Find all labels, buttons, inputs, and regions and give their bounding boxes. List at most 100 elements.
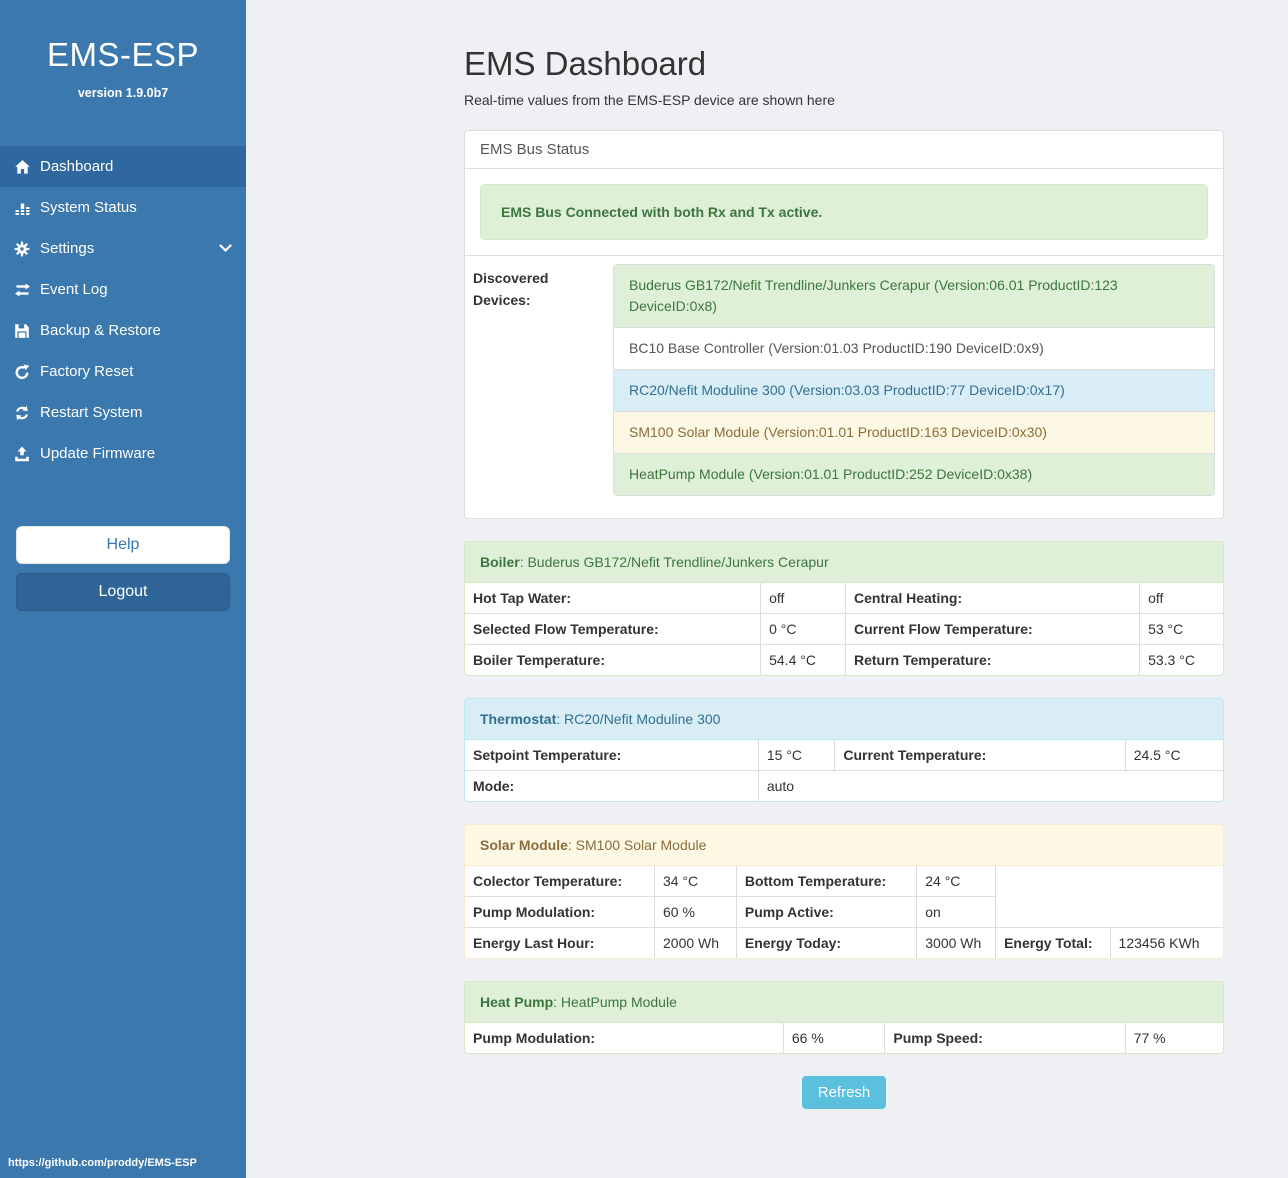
boiler-panel-title-rest: : Buderus GB172/Nefit Trendline/Junkers … [519, 554, 829, 571]
boiler-central-heating-label: Central Heating: [844, 583, 1141, 615]
thermostat-setpoint-temp-label: Setpoint Temperature: [465, 740, 759, 772]
solar-panel-title-bold: Solar Module [480, 837, 568, 854]
help-button[interactable]: Help [16, 526, 230, 564]
thermostat-current-temp-label: Current Temperature: [834, 740, 1126, 772]
sidebar-item-label: Update Firmware [40, 445, 156, 462]
bus-status-alert: EMS Bus Connected with both Rx and Tx ac… [480, 184, 1208, 241]
device-list: Buderus GB172/Nefit Trendline/Junkers Ce… [613, 264, 1215, 497]
sidebar-item-system-status[interactable]: System Status [0, 187, 246, 228]
sidebar-item-restart-system[interactable]: Restart System [0, 392, 246, 433]
boiler-temp-value: 54.4 °C [760, 644, 846, 676]
page-subtitle: Real-time values from the EMS-ESP device… [464, 92, 835, 109]
refresh-icon [10, 405, 34, 421]
solar-bottom-temp-value: 24 °C [916, 866, 997, 898]
solar-panel: Solar Module: SM100 Solar Module Colecto… [464, 824, 1224, 960]
heatpump-panel-title-bold: Heat Pump [480, 994, 554, 1011]
bus-status-panel-title: EMS Bus Status [465, 131, 1223, 170]
thermostat-mode-value: auto [757, 770, 1223, 802]
table-row: Hot Tap Water: off Central Heating: off [465, 583, 1223, 615]
thermostat-table: Setpoint Temperature: 15 °C Current Temp… [465, 740, 1223, 802]
table-row: Colector Temperature: 34 °C Bottom Tempe… [465, 866, 1223, 898]
blank-cell [996, 897, 1223, 928]
device-item: BC10 Base Controller (Version:01.03 Prod… [613, 327, 1215, 371]
thermostat-panel-title-bold: Thermostat [480, 711, 557, 728]
solar-pump-modulation-label: Pump Modulation: [465, 896, 655, 929]
table-row: Selected Flow Temperature: 0 °C Current … [465, 613, 1223, 646]
boiler-return-temp-label: Return Temperature: [844, 644, 1141, 676]
boiler-return-temp-value: 53.3 °C [1139, 644, 1223, 676]
github-link[interactable]: https://github.com/proddy/EMS-ESP [8, 1157, 197, 1169]
heatpump-pump-speed-value: 77 % [1124, 1023, 1223, 1054]
sidebar-item-label: System Status [40, 199, 137, 216]
bus-status-panel-body: EMS Bus Connected with both Rx and Tx ac… [465, 169, 1223, 255]
boiler-central-heating-value: off [1139, 583, 1223, 615]
sidebar-item-factory-reset[interactable]: Factory Reset [0, 351, 246, 392]
boiler-panel-title-bold: Boiler [480, 554, 520, 571]
thermostat-setpoint-temp-value: 15 °C [757, 740, 836, 772]
chevron-down-icon [219, 244, 232, 253]
refresh-button[interactable]: Refresh [801, 1076, 887, 1110]
discovered-devices-label: Discovered Devices: [473, 270, 549, 308]
table-row: Pump Modulation: 66 % Pump Speed: 77 % [465, 1023, 1223, 1054]
heatpump-panel-title-rest: : HeatPump Module [553, 994, 677, 1011]
solar-collector-temp-label: Colector Temperature: [465, 866, 655, 898]
sidebar: EMS-ESP version 1.9.0b7 Dashboard Syst [0, 0, 246, 1178]
sidebar-nav: Dashboard System Status [0, 146, 246, 474]
thermostat-panel: Thermostat: RC20/Nefit Moduline 300 Setp… [464, 698, 1224, 803]
solar-energy-today-value: 3000 Wh [916, 927, 997, 959]
solar-panel-title: Solar Module: SM100 Solar Module [465, 825, 1223, 867]
rotate-right-icon [10, 364, 34, 380]
gear-icon [10, 241, 34, 257]
boiler-selected-flow-temp-label: Selected Flow Temperature: [465, 613, 762, 646]
sidebar-item-event-log[interactable]: Event Log [0, 269, 246, 310]
table-row: Boiler Temperature: 54.4 °C Return Tempe… [465, 644, 1223, 676]
heatpump-panel-title: Heat Pump: HeatPump Module [465, 982, 1223, 1024]
device-item: SM100 Solar Module (Version:01.01 Produc… [613, 411, 1215, 455]
sidebar-item-label: Restart System [40, 404, 143, 421]
boiler-temp-label: Boiler Temperature: [465, 644, 762, 676]
solar-pump-active-label: Pump Active: [735, 896, 918, 929]
solar-energy-last-hour-value: 2000 Wh [654, 927, 737, 959]
solar-energy-total-label: Energy Total: [995, 927, 1111, 959]
exchange-icon [10, 283, 34, 297]
sidebar-buttons: Help Logout [0, 526, 246, 611]
solar-pump-active-value: on [916, 896, 997, 929]
page-title: EMS Dashboard [464, 45, 707, 82]
boiler-current-flow-temp-label: Current Flow Temperature: [844, 613, 1141, 646]
thermostat-panel-title: Thermostat: RC20/Nefit Moduline 300 [465, 699, 1223, 741]
boiler-selected-flow-temp-value: 0 °C [760, 613, 846, 646]
brand-version: version 1.9.0b7 [77, 86, 169, 100]
logout-button[interactable]: Logout [16, 573, 230, 611]
solar-pump-modulation-value: 60 % [654, 896, 737, 929]
sidebar-item-label: Factory Reset [40, 363, 134, 380]
sidebar-item-backup-restore[interactable]: Backup & Restore [0, 310, 246, 351]
table-row: Setpoint Temperature: 15 °C Current Temp… [465, 740, 1223, 772]
solar-panel-title-rest: : SM100 Solar Module [567, 837, 707, 854]
solar-collector-temp-value: 34 °C [654, 866, 737, 898]
sidebar-item-label: Backup & Restore [40, 322, 161, 339]
brand: EMS-ESP version 1.9.0b7 [0, 0, 246, 100]
sidebar-item-label: Dashboard [40, 158, 114, 175]
solar-bottom-temp-label: Bottom Temperature: [735, 866, 918, 898]
boiler-current-flow-temp-value: 53 °C [1139, 613, 1223, 646]
upload-icon [10, 446, 34, 462]
device-item: Buderus GB172/Nefit Trendline/Junkers Ce… [613, 264, 1215, 329]
sidebar-item-settings[interactable]: Settings [0, 228, 246, 269]
boiler-panel: Boiler: Buderus GB172/Nefit Trendline/Ju… [464, 541, 1224, 677]
sidebar-item-dashboard[interactable]: Dashboard [0, 146, 246, 187]
table-row: Pump Modulation: 60 % Pump Active: on [465, 896, 1223, 929]
refresh-area: Refresh [464, 1076, 1224, 1110]
brand-title: EMS-ESP [46, 36, 200, 73]
sidebar-item-label: Event Log [40, 281, 108, 298]
boiler-table: Hot Tap Water: off Central Heating: off … [465, 583, 1223, 676]
heatpump-pump-modulation-label: Pump Modulation: [465, 1023, 784, 1054]
solar-energy-today-label: Energy Today: [735, 927, 918, 959]
thermostat-panel-title-rest: : RC20/Nefit Moduline 300 [556, 711, 721, 728]
solar-energy-last-hour-label: Energy Last Hour: [465, 927, 655, 959]
solar-energy-total-value: 123456 KWh [1109, 927, 1223, 959]
solar-table: Colector Temperature: 34 °C Bottom Tempe… [465, 866, 1223, 959]
device-item: HeatPump Module (Version:01.01 ProductID… [613, 453, 1215, 497]
thermostat-current-temp-value: 24.5 °C [1124, 740, 1223, 772]
sidebar-item-update-firmware[interactable]: Update Firmware [0, 433, 246, 474]
